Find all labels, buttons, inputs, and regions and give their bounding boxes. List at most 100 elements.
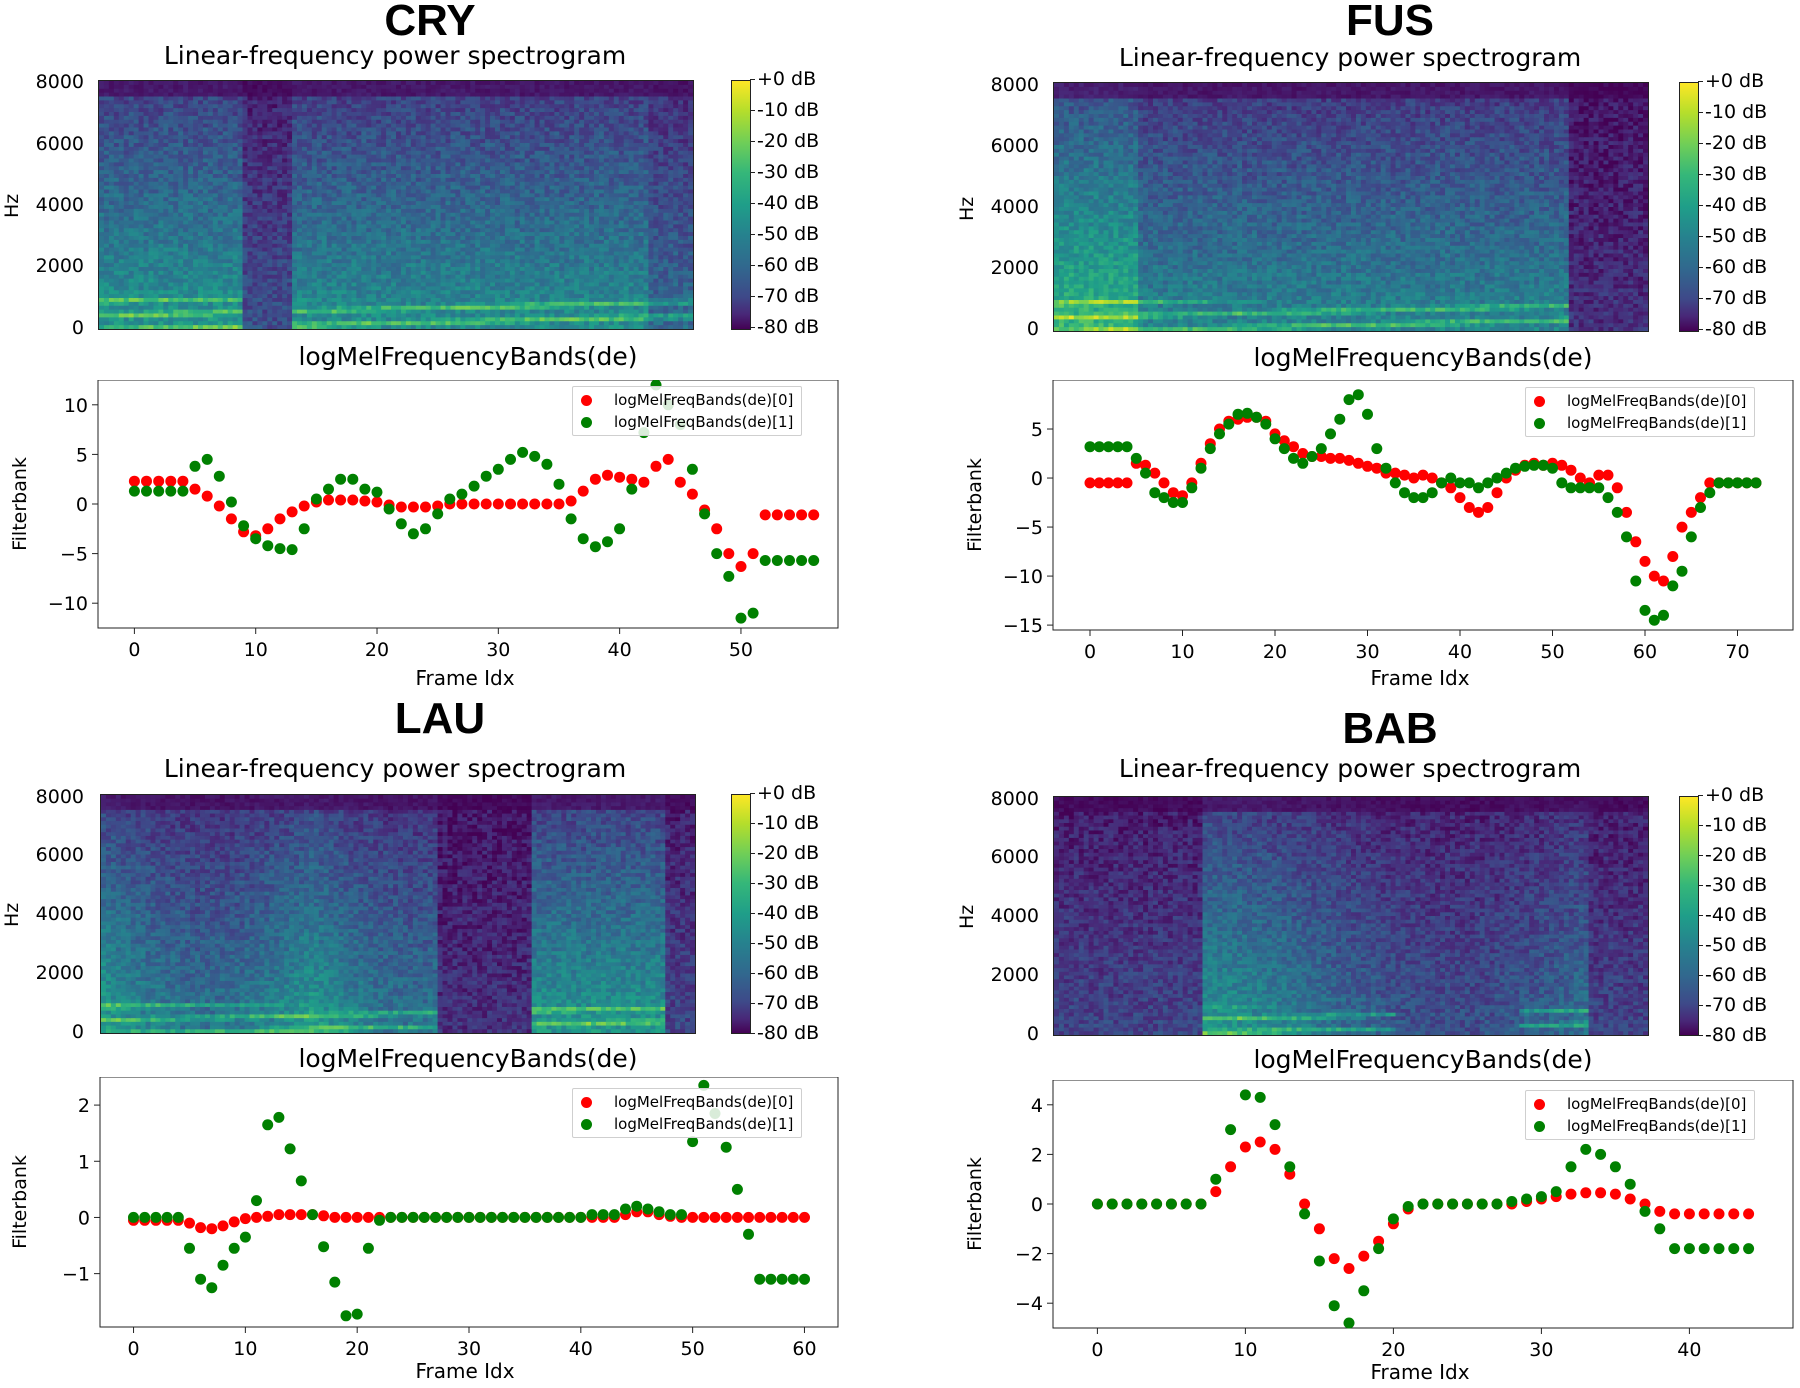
data-point: [430, 1212, 441, 1223]
colorbar-tick: -30 dB: [757, 161, 819, 183]
data-point: [1329, 1300, 1340, 1311]
data-point: [1603, 470, 1614, 481]
colorbar-tick: -80 dB: [757, 1022, 819, 1044]
data-point: [736, 561, 747, 572]
spectrogram-ytick: 6000: [20, 133, 84, 155]
data-point: [1699, 1208, 1710, 1219]
colorbar-tick: -80 dB: [1705, 1024, 1767, 1046]
data-point: [195, 1274, 206, 1285]
data-point: [1122, 1199, 1133, 1210]
data-point: [307, 1209, 318, 1220]
data-point: [1477, 1199, 1488, 1210]
data-point: [341, 1310, 352, 1321]
data-point: [1536, 1191, 1547, 1202]
y-tick-label: 5: [76, 444, 88, 466]
data-point: [721, 1142, 732, 1153]
data-point: [1390, 468, 1401, 479]
colorbar-tick: -30 dB: [1705, 874, 1767, 896]
data-point: [285, 1143, 296, 1154]
colorbar: [1679, 796, 1699, 1036]
spectrogram-ytick: 8000: [20, 786, 84, 808]
data-point: [262, 523, 273, 534]
x-tick-label: 20: [1381, 1339, 1405, 1361]
data-point: [275, 513, 286, 524]
data-point: [541, 499, 552, 510]
x-tick-label: 40: [1448, 641, 1472, 663]
x-tick-label: 0: [127, 1338, 139, 1360]
colorbar-tick: -50 dB: [1705, 934, 1767, 956]
data-point: [1159, 477, 1170, 488]
y-tick-label: 0: [76, 494, 88, 516]
y-axis-label: Filterbank: [9, 457, 31, 551]
spectrogram-ytick: 2000: [20, 255, 84, 277]
data-point: [1418, 1199, 1429, 1210]
legend-marker-green: [581, 417, 592, 428]
data-point: [251, 1195, 262, 1206]
x-tick-label: 50: [1540, 641, 1564, 663]
data-point: [1233, 409, 1244, 420]
spectrogram: [100, 794, 696, 1034]
data-point: [566, 496, 577, 507]
data-point: [396, 1212, 407, 1223]
data-point: [396, 502, 407, 513]
data-point: [1593, 482, 1604, 493]
colorbar-tick: -10 dB: [757, 812, 819, 834]
data-point: [575, 1212, 586, 1223]
x-tick-label: 10: [233, 1338, 257, 1360]
data-point: [1122, 477, 1133, 488]
data-point: [202, 491, 213, 502]
data-point: [299, 501, 310, 512]
data-point: [529, 451, 540, 462]
data-point: [190, 484, 201, 495]
data-point: [1510, 463, 1521, 474]
data-point: [1658, 576, 1669, 587]
data-point: [323, 484, 334, 495]
data-point: [444, 494, 455, 505]
data-point: [1492, 1199, 1503, 1210]
y-tick-label: −10: [48, 593, 88, 615]
colorbar-tick: -40 dB: [1705, 904, 1767, 926]
colorbar-tick: -30 dB: [757, 872, 819, 894]
spectrogram-canvas: [99, 81, 693, 329]
spectrogram-ytick: 6000: [20, 844, 84, 866]
data-point: [1314, 1256, 1325, 1267]
data-point: [723, 548, 734, 559]
data-point: [1658, 610, 1669, 621]
scatter-title: logMelFrequencyBands(de): [1053, 1045, 1793, 1074]
data-point: [1388, 1213, 1399, 1224]
data-point: [1482, 502, 1493, 513]
data-point: [1630, 536, 1641, 547]
data-point: [1344, 1263, 1355, 1274]
data-point: [1630, 576, 1641, 587]
data-point: [687, 489, 698, 500]
data-point: [226, 497, 237, 508]
data-point: [1131, 453, 1142, 464]
x-tick-label: 0: [1084, 641, 1096, 663]
data-point: [299, 523, 310, 534]
data-point: [614, 472, 625, 483]
panel-title: BAB: [955, 704, 1800, 754]
data-point: [493, 464, 504, 475]
spectrogram-ytick: 0: [975, 318, 1039, 340]
colorbar-tick: -50 dB: [757, 223, 819, 245]
data-point: [1371, 443, 1382, 454]
legend-entry: logMelFreqBands(de)[1]: [581, 411, 793, 433]
data-point: [1353, 389, 1364, 400]
data-point: [165, 486, 176, 497]
legend-entry: logMelFreqBands(de)[1]: [581, 1113, 793, 1135]
data-point: [1432, 1199, 1443, 1210]
colorbar-tick: -80 dB: [1705, 318, 1767, 340]
data-point: [173, 1212, 184, 1223]
data-point: [385, 1212, 396, 1223]
data-point: [1677, 522, 1688, 533]
spectrogram-cells: [1054, 797, 1648, 1035]
data-point: [1612, 507, 1623, 518]
spectrogram-ytick: 8000: [975, 788, 1039, 810]
x-tick-label: 20: [1263, 641, 1287, 663]
data-point: [1240, 1089, 1251, 1100]
x-tick-label: 30: [1529, 1339, 1553, 1361]
data-point: [626, 474, 637, 485]
colorbar-tick: -40 dB: [757, 192, 819, 214]
data-point: [553, 1212, 564, 1223]
data-point: [663, 454, 674, 465]
